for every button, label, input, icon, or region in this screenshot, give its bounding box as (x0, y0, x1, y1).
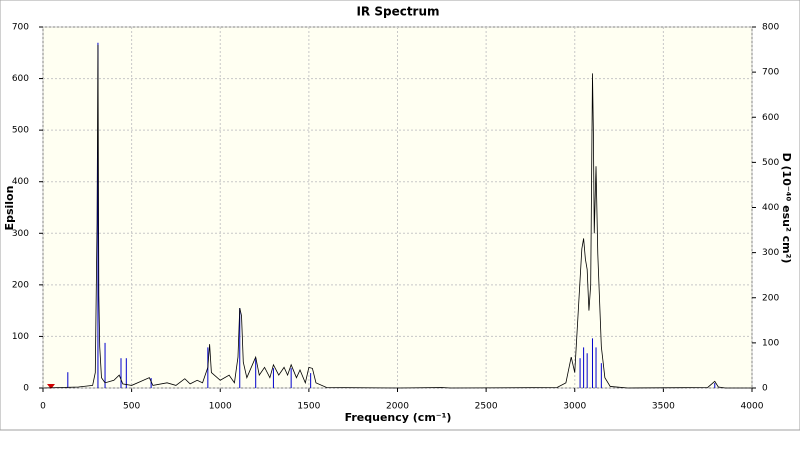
y2-tick-label: 800 (762, 23, 779, 33)
y2-tick-label: 200 (762, 293, 779, 303)
x-tick-label: 2000 (386, 402, 409, 412)
y-tick-label: 700 (12, 23, 29, 33)
spectrum-line (42, 45, 752, 389)
y2-tick-label: 400 (762, 203, 779, 213)
x-axis-label: Frequency (cm⁻¹) (345, 411, 452, 424)
chart-title: IR Spectrum (356, 5, 439, 19)
x-tick-label: 4000 (741, 402, 764, 412)
y2-axis-label: D (10⁻⁴⁰ esu² cm²) (780, 153, 793, 264)
y-tick-label: 200 (12, 280, 29, 290)
y-tick-label: 300 (12, 229, 29, 239)
y2-tick-label: 300 (762, 248, 779, 258)
y2-tick-label: 100 (762, 338, 779, 348)
y-tick-label: 500 (12, 126, 29, 136)
x-tick-label: 0 (40, 402, 46, 412)
y-tick-label: 0 (23, 384, 29, 394)
x-tick-label: 1000 (209, 402, 232, 412)
x-tick-label: 500 (123, 402, 140, 412)
y-axis-label: Epsilon (3, 186, 16, 231)
y2-tick-label: 0 (762, 384, 768, 394)
y-tick-label: 100 (12, 332, 29, 342)
x-tick-label: 1500 (297, 402, 320, 412)
x-tick-label: 3000 (563, 402, 586, 412)
y-tick-label: 600 (12, 74, 29, 84)
y2-tick-label: 500 (762, 158, 779, 168)
y-tick-label: 400 (12, 177, 29, 187)
x-tick-label: 3500 (652, 402, 675, 412)
y2-tick-label: 600 (762, 113, 779, 123)
marker (47, 384, 55, 389)
x-tick-label: 2500 (475, 402, 498, 412)
y2-tick-label: 700 (762, 68, 779, 78)
